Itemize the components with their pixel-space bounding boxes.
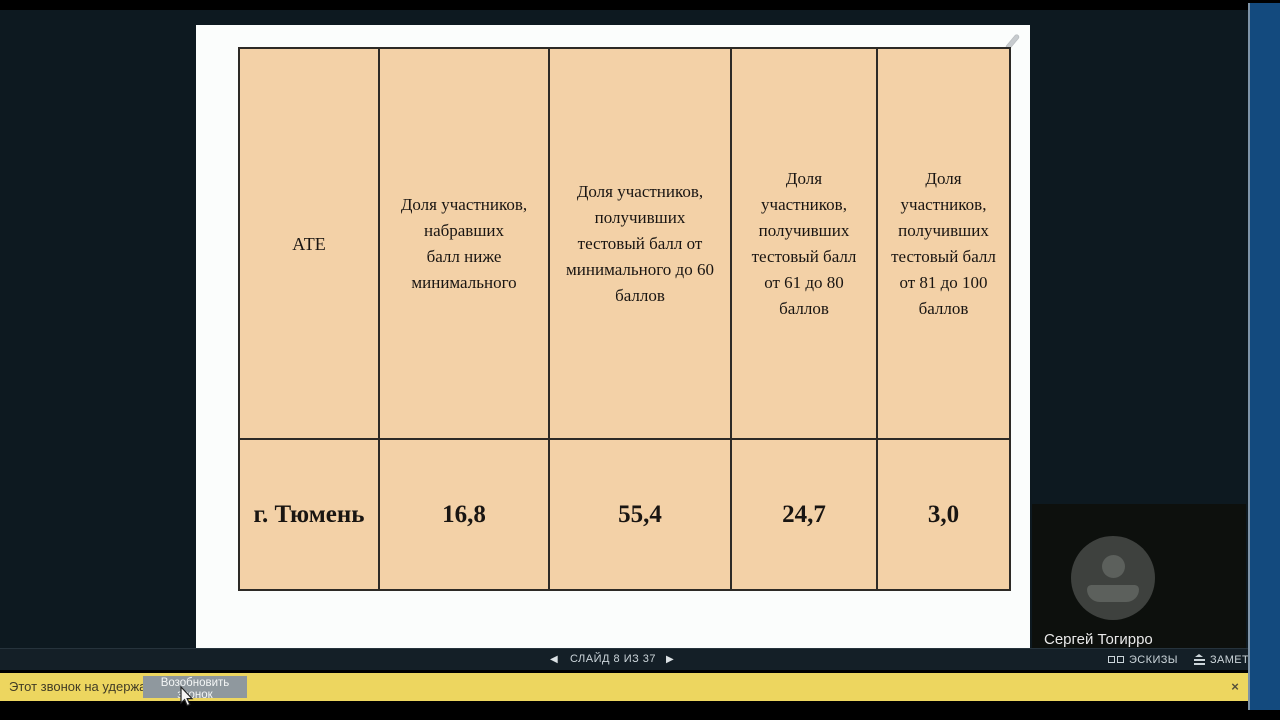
thumbnails-label: ЭСКИЗЫ [1129,653,1178,666]
cell-min-to-60: 55,4 [548,438,732,591]
slide-canvas: АТЕ Доля участников, набравших балл ниже… [196,25,1030,653]
next-slide-button[interactable]: ▶ [666,654,674,665]
header-ate: АТЕ [238,47,380,440]
thumbnails-button[interactable]: ЭСКИЗЫ [1108,654,1178,666]
results-table: АТЕ Доля участников, набравших балл ниже… [238,47,1011,591]
person-icon-shoulders [1087,585,1139,602]
avatar [1071,536,1155,620]
table-header-row: АТЕ Доля участников, набравших балл ниже… [238,47,1011,440]
header-min-to-60: Доля участников, получивших тестовый бал… [548,47,732,440]
slide-counter: СЛАЙД 8 ИЗ 37 [569,653,657,665]
presentation-area: АТЕ Доля участников, набравших балл ниже… [0,10,1248,658]
resume-call-button[interactable]: Возобновить звонок [143,676,247,701]
cell-61-to-80: 24,7 [730,438,878,591]
hold-message: Этот звонок на удержании. [9,679,172,694]
table-row: г. Тюмень 16,8 55,4 24,7 3,0 [238,438,1011,591]
slide-navbar: ◀ СЛАЙД 8 ИЗ 37 ▶ ЭСКИЗЫ ЗАМЕТКИ [0,648,1264,670]
notes-icon [1193,654,1205,665]
close-icon[interactable]: × [1231,679,1239,694]
cell-ate-value: г. Тюмень [238,438,380,591]
cell-below-min: 16,8 [378,438,550,591]
cell-81-to-100: 3,0 [876,438,1011,591]
person-icon [1102,555,1125,578]
navbar-right-group: ЭСКИЗЫ ЗАМЕТКИ [1108,649,1264,670]
background-window-edge[interactable] [1248,3,1280,710]
header-below-min: Доля участников, набравших балл ниже мин… [378,47,550,440]
call-hold-bar: Этот звонок на удержании. Возобновить зв… [0,673,1248,701]
participant-video-tile[interactable]: Сергей Тогирро [1032,504,1246,658]
header-61-to-80: Доля участников, получивших тестовый бал… [730,47,878,440]
thumbnails-icon [1108,656,1124,663]
header-81-to-100: Доля участников, получивших тестовый бал… [876,47,1011,440]
participant-name: Сергей Тогирро [1044,631,1153,648]
previous-slide-button[interactable]: ◀ [550,654,558,665]
